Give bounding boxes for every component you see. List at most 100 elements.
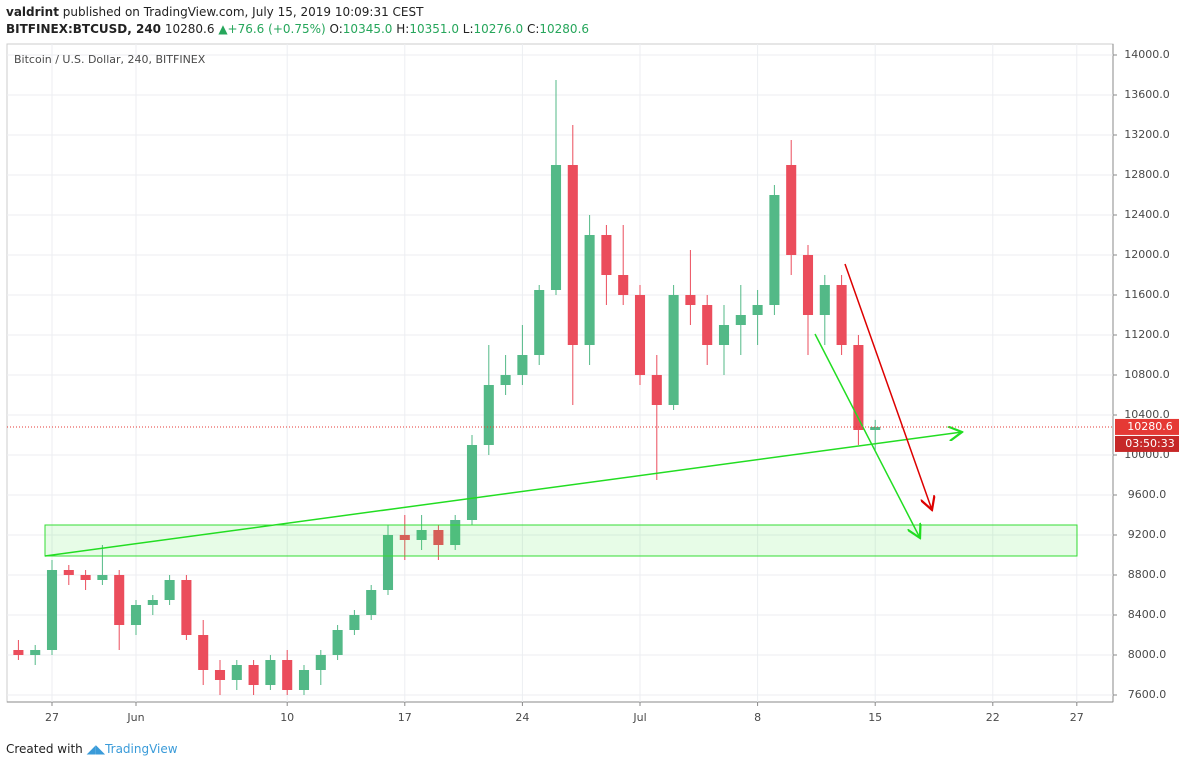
- last-price-label: 10280.6: [1127, 420, 1173, 433]
- candle-body: [685, 295, 696, 305]
- candle-body: [601, 235, 612, 275]
- header-line-1: valdrint published on TradingView.com, J…: [6, 4, 589, 21]
- candle-body: [584, 235, 595, 345]
- x-tick-label: 24: [515, 711, 529, 724]
- author[interactable]: valdrint: [6, 5, 59, 19]
- candle-body: [181, 580, 192, 635]
- drawings: [44, 263, 1078, 557]
- y-tick-label: 13600.0: [1124, 88, 1170, 101]
- candle-body: [147, 600, 158, 605]
- h: 10351.0: [409, 22, 459, 36]
- symbol: BITFINEX:BTCUSD, 240: [6, 22, 162, 36]
- candle-body: [30, 650, 41, 655]
- candle-body: [769, 195, 780, 305]
- footer: Created with ◢◣TradingView: [6, 742, 178, 756]
- candle-body: [282, 660, 293, 690]
- x-tick-label: 17: [398, 711, 412, 724]
- support-zone[interactable]: [44, 524, 1078, 557]
- l: 10276.0: [473, 22, 524, 36]
- candle-body: [114, 575, 125, 625]
- candle-body: [836, 285, 847, 345]
- candle-body: [265, 660, 276, 685]
- candle-body: [164, 580, 175, 600]
- y-tick-label: 10800.0: [1124, 368, 1170, 381]
- candle-body: [567, 165, 578, 345]
- header-line-2: BITFINEX:BTCUSD, 240 10280.6 ▲+76.6 (+0.…: [6, 21, 589, 38]
- grid: [7, 44, 1113, 702]
- candle-body: [752, 305, 763, 315]
- y-tick-label: 9200.0: [1128, 528, 1167, 541]
- candle-body: [550, 165, 562, 290]
- green-arrow[interactable]: [814, 333, 920, 538]
- o-key: O:: [329, 22, 343, 36]
- y-tick-label: 13200.0: [1124, 128, 1170, 141]
- x-tick-label: 8: [754, 711, 761, 724]
- candle-body: [13, 650, 24, 655]
- y-tick-label: 12800.0: [1124, 168, 1170, 181]
- brand-logo: ◢◣: [86, 742, 106, 756]
- candle-body: [399, 535, 410, 540]
- up-arrow: ▲: [218, 22, 228, 36]
- x-tick-label: 27: [45, 711, 59, 724]
- y-tick-label: 10400.0: [1124, 408, 1170, 421]
- h-key: H:: [396, 22, 410, 36]
- candle-body: [63, 570, 74, 575]
- candle-body: [500, 375, 511, 385]
- candle-body: [198, 635, 209, 670]
- y-tick-label: 14000.0: [1124, 48, 1170, 61]
- y-tick-label: 8000.0: [1128, 648, 1167, 661]
- o: 10345.0: [342, 22, 393, 36]
- candle-body: [231, 665, 242, 680]
- candle-body: [315, 655, 326, 670]
- candle-body: [786, 165, 797, 255]
- candle-body: [870, 426, 881, 430]
- candle-body: [718, 325, 730, 345]
- last-price-tag: [1115, 418, 1179, 435]
- x-tick-label: Jun: [126, 711, 144, 724]
- candle-body: [735, 315, 746, 325]
- x-tick-label: 22: [986, 711, 1000, 724]
- candle-body: [382, 535, 394, 590]
- candle-body: [332, 630, 343, 655]
- header: valdrint published on TradingView.com, J…: [6, 4, 589, 38]
- candle-body: [46, 570, 58, 650]
- candle-body: [97, 575, 108, 580]
- chart: Bitcoin / U.S. Dollar, 240, BITFINEX 760…: [6, 43, 1179, 724]
- l-key: L:: [462, 22, 474, 36]
- y-tick-label: 11600.0: [1124, 288, 1170, 301]
- x-tick-label: Jul: [632, 711, 646, 724]
- candle-body: [651, 375, 662, 405]
- c: 10280.6: [539, 22, 590, 36]
- candle-body: [634, 295, 646, 375]
- x-tick-label: 15: [868, 711, 882, 724]
- candle-body: [483, 385, 494, 445]
- brand[interactable]: TradingView: [105, 742, 178, 756]
- y-tick-label: 11200.0: [1124, 328, 1170, 341]
- c-key: C:: [526, 22, 540, 36]
- candle-body: [450, 520, 461, 545]
- candle-body: [298, 670, 310, 690]
- candle-body: [819, 285, 830, 315]
- countdown: 03:50:33: [1125, 437, 1174, 450]
- y-tick-label: 12000.0: [1124, 248, 1170, 261]
- countdown-tag: [1115, 435, 1179, 452]
- x-tick-label: 10: [280, 711, 294, 724]
- chart-title: Bitcoin / U.S. Dollar, 240, BITFINEX: [14, 53, 206, 66]
- change: +76.6 (+0.75%): [227, 22, 326, 36]
- candle-body: [80, 575, 91, 580]
- y-tick-label: 8800.0: [1128, 568, 1167, 581]
- candle-body: [702, 305, 713, 345]
- candle-body: [366, 590, 377, 615]
- red-arrow[interactable]: [844, 263, 932, 510]
- trend-line[interactable]: [44, 432, 962, 557]
- x-tick-label: 27: [1070, 711, 1084, 724]
- candle-body: [517, 355, 528, 375]
- y-tick-label: 12400.0: [1124, 208, 1170, 221]
- candles: [13, 80, 881, 695]
- y-tick-label: 9600.0: [1128, 488, 1167, 501]
- candle-body: [802, 255, 814, 315]
- candle-body: [618, 275, 629, 295]
- candle-body: [668, 295, 679, 405]
- candle-body: [214, 670, 226, 680]
